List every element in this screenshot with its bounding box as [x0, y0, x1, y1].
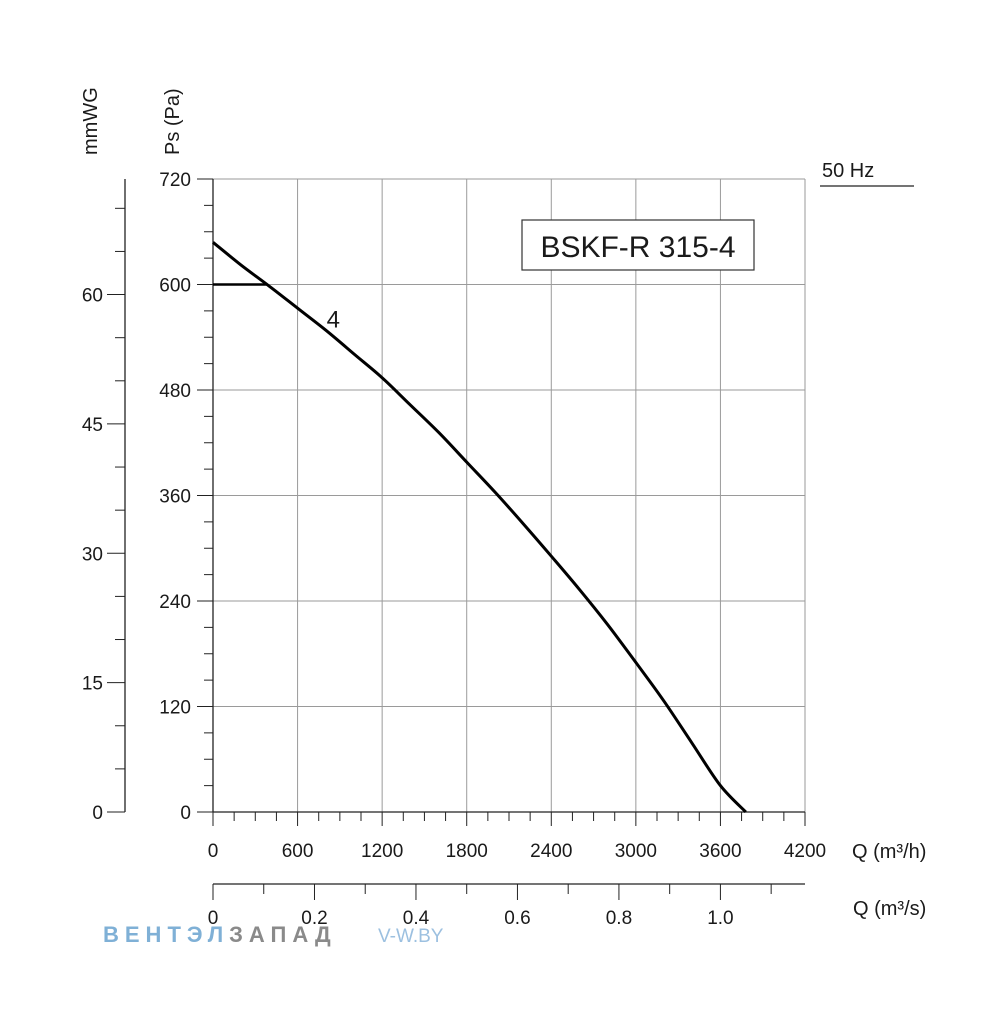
x2-tick-label: 0.2	[301, 908, 327, 929]
x-tick-label: 3600	[699, 841, 741, 862]
chart-title: BSKF-R 315-4	[540, 231, 735, 264]
x-tick-label: 0	[208, 841, 219, 862]
x-tick-label: 4200	[784, 841, 826, 862]
y-tick-label: 0	[180, 803, 191, 824]
x2-tick-label: 0.8	[606, 908, 632, 929]
watermark-site-prefix: V-	[378, 926, 396, 947]
x2-tick-label: 0.4	[403, 908, 430, 929]
series-layer: 4	[212, 241, 747, 814]
watermark-brand-part2: ЗАПАД	[229, 922, 337, 947]
y2-tick-label: 15	[82, 674, 103, 695]
y2-tick-label: 45	[82, 415, 103, 436]
x-tick-label: 3000	[615, 841, 657, 862]
y-tick-label: 360	[159, 487, 191, 508]
series-curve-4	[212, 241, 747, 814]
chart-title-box	[521, 219, 755, 271]
watermark-brand: ВЕНТЭЛЗАПАД	[103, 922, 337, 947]
y2-tick-label: 0	[92, 803, 103, 824]
x-tick-label: 2400	[530, 841, 572, 862]
y2-tick-label: 30	[82, 544, 103, 565]
x2-tick-label: 1.0	[707, 908, 733, 929]
y2-axis-title: mmWG	[80, 87, 102, 155]
y-tick-label: 120	[159, 698, 191, 719]
frequency-label: 50 Hz	[822, 160, 874, 182]
watermark-site: V-W.BY	[378, 926, 444, 947]
x-tick-label: 600	[282, 841, 314, 862]
watermark-site-rest: W.BY	[396, 926, 444, 947]
x2-tick-label: 0.6	[504, 908, 530, 929]
x2-tick-label: 0	[208, 908, 219, 929]
x-tick-label: 1800	[446, 841, 488, 862]
y2-tick-label: 60	[82, 286, 103, 307]
y-tick-label: 600	[159, 276, 191, 297]
x-axis-title: Q (m³/h)	[852, 841, 926, 863]
x2-axis-title: Q (m³/s)	[853, 898, 926, 920]
y-tick-label: 720	[159, 170, 191, 191]
grid	[212, 178, 806, 813]
y-axis-title: Ps (Pa)	[162, 88, 184, 155]
y-tick-label: 240	[159, 592, 191, 613]
x-tick-label: 1200	[361, 841, 403, 862]
minor-ticks	[107, 178, 806, 900]
watermark-brand-part1: ВЕНТЭЛ	[103, 922, 229, 947]
curve-label: 4	[327, 307, 340, 334]
y-tick-label: 480	[159, 381, 191, 402]
